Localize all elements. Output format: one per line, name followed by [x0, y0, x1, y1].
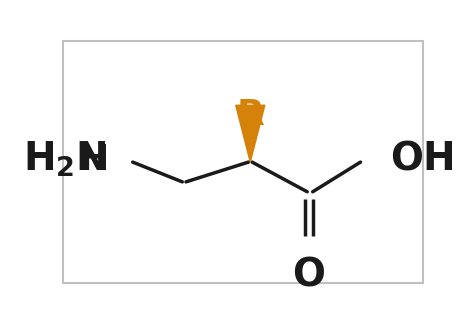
Text: $\mathregular{H_2N}$: $\mathregular{H_2N}$ — [23, 140, 107, 179]
Text: O: O — [292, 256, 326, 294]
Polygon shape — [236, 105, 265, 162]
Text: H: H — [79, 143, 109, 177]
Text: OH: OH — [390, 141, 456, 178]
Text: R: R — [237, 98, 264, 132]
